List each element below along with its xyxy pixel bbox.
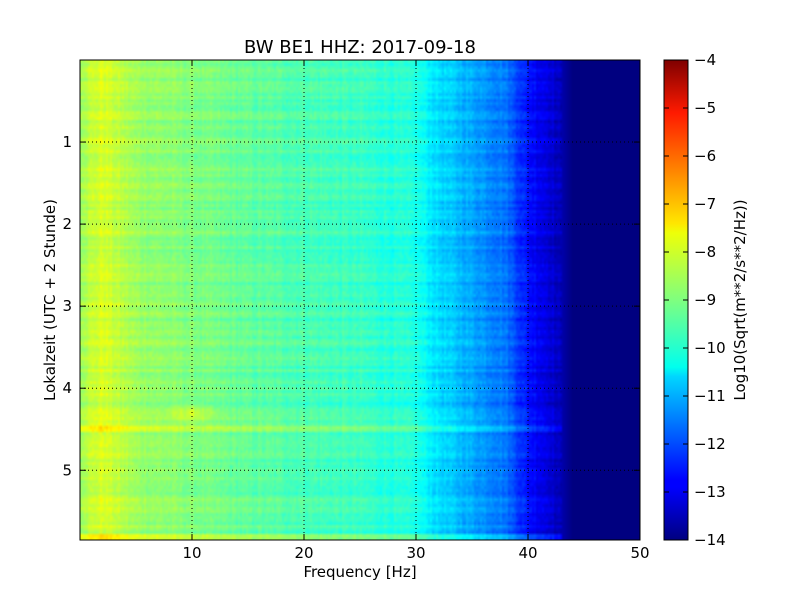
chart-title: BW BE1 HHZ: 2017-09-18	[244, 37, 476, 58]
colorbar-axis: −4 −5 −6 −7 −8 −9 −10 −11 −12 −13 −14	[664, 51, 726, 549]
colorbar-tick-label: −13	[694, 483, 726, 501]
x-tick-label: 10	[182, 544, 201, 562]
y-axis: 1 2 3 4 5	[62, 133, 640, 479]
plot-frame	[79, 59, 641, 541]
y-tick-label: 2	[62, 215, 72, 233]
colorbar-tick-label: −10	[694, 339, 726, 357]
x-axis-label: Frequency [Hz]	[303, 563, 416, 581]
colorbar-tick-label: −5	[694, 99, 716, 117]
grid-lines	[80, 60, 640, 540]
colorbar-tick-label: −12	[694, 435, 726, 453]
heatmap-area	[80, 60, 640, 540]
colorbar-tick-label: −14	[694, 531, 726, 549]
y-tick-label: 3	[62, 297, 72, 315]
colorbar-tick-label: −8	[694, 243, 716, 261]
colorbar-label: Log10(Sqrt(m**2/s**2/Hz))	[731, 199, 749, 400]
colorbar-tick-label: −6	[694, 147, 716, 165]
x-tick-label: 40	[518, 544, 537, 562]
y-axis-label: Lokalzeit (UTC + 2 Stunde)	[41, 199, 59, 401]
x-tick-label: 20	[294, 544, 313, 562]
colorbar-tick-label: −11	[694, 387, 726, 405]
x-tick-label: 30	[406, 544, 425, 562]
x-tick-label: 50	[630, 544, 649, 562]
y-tick-label: 1	[62, 133, 72, 151]
colorbar-tick-label: −9	[694, 291, 716, 309]
y-tick-label: 5	[62, 461, 72, 479]
colorbar-tick-label: −4	[694, 51, 716, 69]
y-tick-label: 4	[62, 379, 72, 397]
x-axis: 10 20 30 40 50	[182, 60, 650, 562]
spectrogram-image	[80, 60, 640, 540]
colorbar-tick-label: −7	[694, 195, 716, 213]
